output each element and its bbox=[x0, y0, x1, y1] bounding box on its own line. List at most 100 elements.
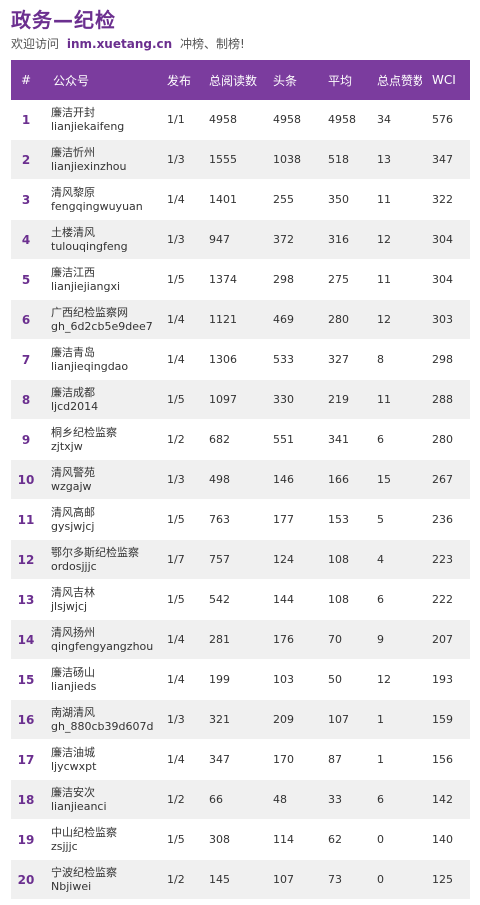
col-total-reads: 总阅读数 bbox=[209, 73, 258, 88]
headline-cell: 255 bbox=[273, 193, 294, 206]
average-cell: 153 bbox=[328, 513, 349, 526]
wci-cell: 303 bbox=[432, 313, 453, 326]
wci-cell: 280 bbox=[432, 433, 453, 446]
account-name: 廉洁安次 bbox=[51, 785, 95, 799]
rank-cell: 8 bbox=[11, 393, 41, 407]
rank-number: 19 bbox=[17, 832, 35, 847]
col-account: 公众号 bbox=[53, 73, 90, 88]
account-cell[interactable]: 廉洁开封 lianjiekaifeng bbox=[41, 106, 157, 134]
account-id: tulouqingfeng bbox=[51, 239, 128, 253]
rank-cell: 19 bbox=[11, 833, 41, 847]
site-link[interactable]: inm.xuetang.cn bbox=[66, 37, 173, 51]
wci-cell: 222 bbox=[432, 593, 453, 606]
col-wci: WCI bbox=[432, 73, 456, 87]
account-name: 桐乡纪检监察 bbox=[51, 425, 117, 439]
total-reads-cell: 321 bbox=[209, 713, 230, 726]
account-id: gh_6d2cb5e9dee7 bbox=[51, 319, 153, 333]
average-cell: 275 bbox=[328, 273, 349, 286]
publish-cell: 1/5 bbox=[167, 513, 185, 526]
table-header: # 公众号 发布 总阅读数 头条 平均 总点赞数 WCI bbox=[11, 60, 470, 100]
wci-cell: 193 bbox=[432, 673, 453, 686]
publish-cell: 1/3 bbox=[167, 233, 185, 246]
rank-cell: 3 bbox=[11, 193, 41, 207]
headline-cell: 48 bbox=[273, 793, 287, 806]
account-cell[interactable]: 清风高邮 gysjwjcj bbox=[41, 506, 157, 534]
average-cell: 62 bbox=[328, 833, 342, 846]
account-cell[interactable]: 鄂尔多斯纪检监察 ordosjjjc bbox=[41, 546, 157, 574]
total-likes-cell: 6 bbox=[377, 793, 384, 806]
total-likes-cell: 9 bbox=[377, 633, 384, 646]
average-cell: 70 bbox=[328, 633, 342, 646]
total-likes-cell: 11 bbox=[377, 193, 391, 206]
total-likes-cell: 4 bbox=[377, 553, 384, 566]
account-id: zsjjjc bbox=[51, 839, 78, 853]
publish-cell: 1/2 bbox=[167, 873, 185, 886]
publish-cell: 1/5 bbox=[167, 393, 185, 406]
publish-cell: 1/4 bbox=[167, 673, 185, 686]
publish-cell: 1/2 bbox=[167, 793, 185, 806]
account-cell[interactable]: 清风警苑 wzgajw bbox=[41, 466, 157, 494]
average-cell: 341 bbox=[328, 433, 349, 446]
average-cell: 73 bbox=[328, 873, 342, 886]
publish-cell: 1/5 bbox=[167, 273, 185, 286]
account-cell[interactable]: 廉洁油城 ljycwxpt bbox=[41, 746, 157, 774]
account-name: 清风黎原 bbox=[51, 185, 95, 199]
account-cell[interactable]: 廉洁成都 ljcd2014 bbox=[41, 386, 157, 414]
headline-cell: 4958 bbox=[273, 113, 301, 126]
rank-cell: 14 bbox=[11, 633, 41, 647]
account-cell[interactable]: 广西纪检监察网 gh_6d2cb5e9dee7 bbox=[41, 306, 157, 334]
account-name: 清风吉林 bbox=[51, 585, 95, 599]
wci-cell: 207 bbox=[432, 633, 453, 646]
account-cell[interactable]: 土楼清风 tulouqingfeng bbox=[41, 226, 157, 254]
account-cell[interactable]: 清风黎原 fengqingwuyuan bbox=[41, 186, 157, 214]
average-cell: 518 bbox=[328, 153, 349, 166]
account-name: 清风警苑 bbox=[51, 465, 95, 479]
rank-cell: 17 bbox=[11, 753, 41, 767]
account-cell[interactable]: 廉洁砀山 lianjieds bbox=[41, 666, 157, 694]
publish-cell: 1/4 bbox=[167, 753, 185, 766]
col-total-likes: 总点赞数 bbox=[377, 73, 422, 88]
average-cell: 316 bbox=[328, 233, 349, 246]
headline-cell: 469 bbox=[273, 313, 294, 326]
average-cell: 33 bbox=[328, 793, 342, 806]
total-likes-cell: 34 bbox=[377, 113, 391, 126]
account-id: Nbjiwei bbox=[51, 879, 92, 893]
total-likes-cell: 8 bbox=[377, 353, 384, 366]
total-reads-cell: 145 bbox=[209, 873, 230, 886]
account-cell[interactable]: 南湖清风 gh_880cb39d607d bbox=[41, 706, 157, 734]
wci-cell: 576 bbox=[432, 113, 453, 126]
total-reads-cell: 1121 bbox=[209, 313, 237, 326]
account-cell[interactable]: 廉洁安次 lianjieanci bbox=[41, 786, 157, 814]
account-cell[interactable]: 清风吉林 jlsjwjcj bbox=[41, 586, 157, 614]
account-name: 清风高邮 bbox=[51, 505, 95, 519]
total-likes-cell: 15 bbox=[377, 473, 391, 486]
headline-cell: 114 bbox=[273, 833, 294, 846]
account-cell[interactable]: 清风扬州 qingfengyangzhou bbox=[41, 626, 157, 654]
account-cell[interactable]: 廉洁江西 lianjiejiangxi bbox=[41, 266, 157, 294]
page-header: 政务—纪检 欢迎访问 inm.xuetang.cn 冲榜、制榜! bbox=[0, 0, 480, 58]
account-name: 南湖清风 bbox=[51, 705, 95, 719]
headline-cell: 177 bbox=[273, 513, 294, 526]
col-average: 平均 bbox=[328, 73, 353, 88]
table-row: 6 广西纪检监察网 gh_6d2cb5e9dee7 1/4 1121 469 280 12 30… bbox=[11, 300, 470, 340]
rank-cell: 4 bbox=[11, 233, 41, 247]
account-cell[interactable]: 桐乡纪检监察 zjtxjw bbox=[41, 426, 157, 454]
page-subtitle: 欢迎访问 inm.xuetang.cn 冲榜、制榜! bbox=[11, 36, 245, 52]
rank-cell: 16 bbox=[11, 713, 41, 727]
wci-cell: 142 bbox=[432, 793, 453, 806]
account-cell[interactable]: 中山纪检监察 zsjjjc bbox=[41, 826, 157, 854]
rank-cell: 18 bbox=[11, 793, 41, 807]
account-cell[interactable]: 廉洁忻州 lianjiexinzhou bbox=[41, 146, 157, 174]
total-reads-cell: 66 bbox=[209, 793, 223, 806]
rank-number: 5 bbox=[21, 272, 31, 287]
headline-cell: 103 bbox=[273, 673, 294, 686]
account-cell[interactable]: 廉洁青岛 lianjieqingdao bbox=[41, 346, 157, 374]
average-cell: 108 bbox=[328, 553, 349, 566]
account-cell[interactable]: 宁波纪检监察 Nbjiwei bbox=[41, 866, 157, 894]
total-likes-cell: 12 bbox=[377, 673, 391, 686]
table-row: 9 桐乡纪检监察 zjtxjw 1/2 682 551 341 6 280 bbox=[11, 420, 470, 460]
rank-number: 7 bbox=[21, 352, 31, 367]
rank-cell: 9 bbox=[11, 433, 41, 447]
publish-cell: 1/4 bbox=[167, 633, 185, 646]
col-rank: # bbox=[20, 73, 32, 87]
